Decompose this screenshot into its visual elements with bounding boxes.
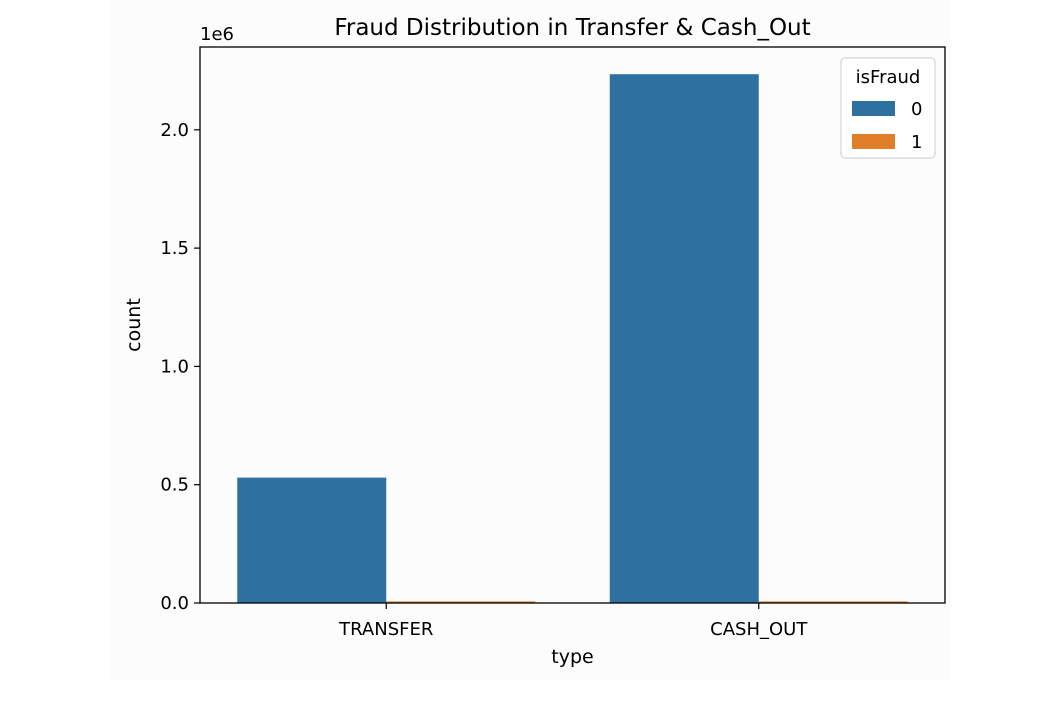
y-axis-offset-label: 1e6	[200, 24, 234, 45]
chart-title: Fraud Distribution in Transfer & Cash_Ou…	[334, 15, 810, 41]
legend-swatch-0	[852, 101, 895, 116]
y-tick-label: 0.0	[160, 593, 189, 614]
x-tick-label: TRANSFER	[338, 619, 433, 640]
plot-area	[199, 46, 946, 604]
y-axis-label: count	[123, 298, 145, 352]
bar-cash-out-isfraud-1	[758, 601, 908, 603]
bar-transfer-isfraud-1	[386, 601, 536, 603]
bar-transfer-isfraud-0	[237, 477, 387, 603]
bar-cash-out-isfraud-0	[609, 74, 759, 604]
x-tick-label: CASH_OUT	[710, 619, 808, 640]
y-tick-label: 0.5	[160, 475, 189, 496]
legend-label-0: 0	[911, 99, 922, 120]
x-axis-ticks: TRANSFER CASH_OUT	[338, 603, 808, 640]
x-axis-label: type	[551, 646, 593, 668]
legend-title: isFraud	[856, 67, 921, 88]
legend-label-1: 1	[911, 132, 922, 153]
y-tick-label: 2.0	[160, 120, 189, 141]
legend: isFraud 0 1	[840, 57, 936, 159]
y-axis-ticks: 0.0 0.5 1.0 1.5 2.0	[160, 120, 200, 614]
y-tick-label: 1.0	[160, 356, 189, 377]
axes-frame	[199, 46, 946, 604]
legend-swatch-1	[852, 134, 895, 149]
y-tick-label: 1.5	[160, 238, 189, 259]
